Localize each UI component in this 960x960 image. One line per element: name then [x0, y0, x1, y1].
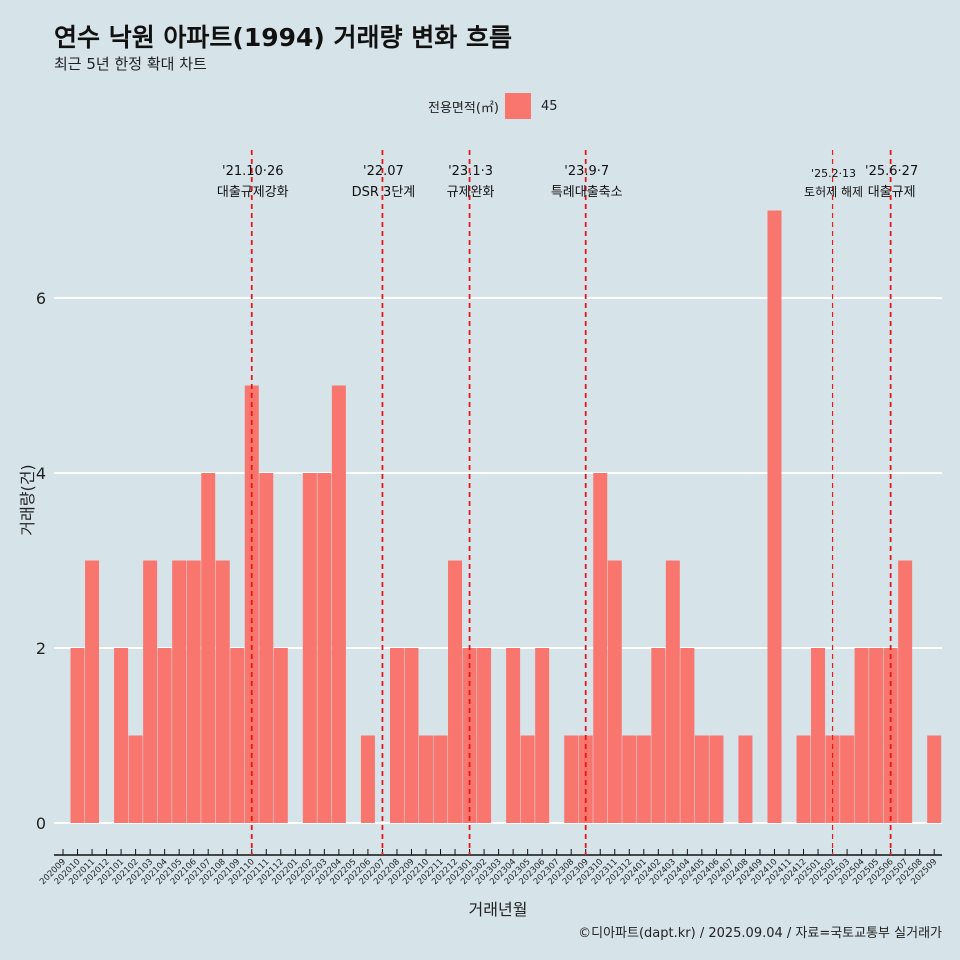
bar [927, 735, 942, 823]
bar [506, 648, 521, 823]
bar [143, 560, 158, 823]
bar [389, 648, 404, 823]
bar [593, 473, 608, 823]
chart-title: 연수 낙원 아파트(1994) 거래량 변화 흐름 [54, 23, 512, 52]
y-axis-title: 거래량(건) [18, 464, 37, 535]
event-label: 대출규제 [868, 185, 916, 200]
bar [186, 560, 201, 823]
event-date: '21.10·26 [222, 164, 283, 179]
bar [317, 473, 332, 823]
legend-title: 전용면적(㎡) [428, 100, 499, 116]
event-label: DSR 3단계 [352, 185, 416, 200]
bar [419, 735, 433, 823]
caption: ©디아파트(dapt.kr) / 2025.09.04 / 자료=국토교통부 실… [578, 926, 942, 941]
bar [157, 648, 172, 823]
bar [854, 648, 869, 823]
bar [738, 735, 753, 823]
bar [535, 648, 550, 823]
event-date: '25.6·27 [865, 164, 918, 179]
event-label: 규제완화 [447, 185, 495, 200]
bar [869, 648, 884, 823]
bar [331, 385, 346, 823]
bar [360, 735, 375, 823]
event-label: 대출규제강화 [217, 185, 289, 200]
event-date: '22.07 [363, 164, 404, 179]
bar [564, 735, 579, 823]
y-tick-label: 6 [36, 289, 46, 308]
bar [811, 648, 826, 823]
bar [114, 648, 129, 823]
bar [622, 735, 637, 823]
bar [636, 735, 651, 823]
bar [404, 648, 419, 823]
legend-label: 45 [540, 98, 558, 114]
bar [70, 648, 85, 823]
bar [898, 560, 913, 823]
x-axis-title: 거래년월 [469, 900, 528, 919]
event-label: 토허제 해제 [804, 185, 863, 199]
bar [302, 473, 317, 823]
y-tick-label: 4 [36, 464, 46, 483]
bar [128, 735, 143, 823]
bar [448, 560, 463, 823]
bar [680, 648, 695, 823]
event-label: 특례대출축소 [551, 185, 623, 200]
bar [520, 735, 535, 823]
bar [477, 648, 492, 823]
bar [694, 735, 709, 823]
bar [433, 735, 448, 823]
bar [201, 473, 216, 823]
bar [273, 648, 288, 823]
event-date: '23.1·3 [448, 164, 493, 179]
bar [578, 735, 593, 823]
bar [709, 735, 724, 823]
legend-key [504, 93, 531, 119]
event-date: '23.9·7 [564, 164, 609, 179]
bar [85, 560, 100, 823]
bar [259, 473, 274, 823]
bar [840, 735, 855, 823]
bar [796, 735, 811, 823]
y-tick-label: 0 [36, 814, 46, 833]
bar [172, 560, 187, 823]
bar [665, 560, 680, 823]
bar [230, 648, 245, 823]
legend: 전용면적(㎡) 45 [428, 93, 558, 119]
bar [651, 648, 666, 823]
bar [767, 210, 782, 823]
chart-subtitle: 최근 5년 한정 확대 차트 [54, 55, 207, 73]
bar [825, 735, 840, 823]
bar [215, 560, 230, 823]
event-date: '25.2·13 [811, 167, 856, 180]
bar [607, 560, 622, 823]
y-tick-label: 2 [36, 639, 46, 658]
